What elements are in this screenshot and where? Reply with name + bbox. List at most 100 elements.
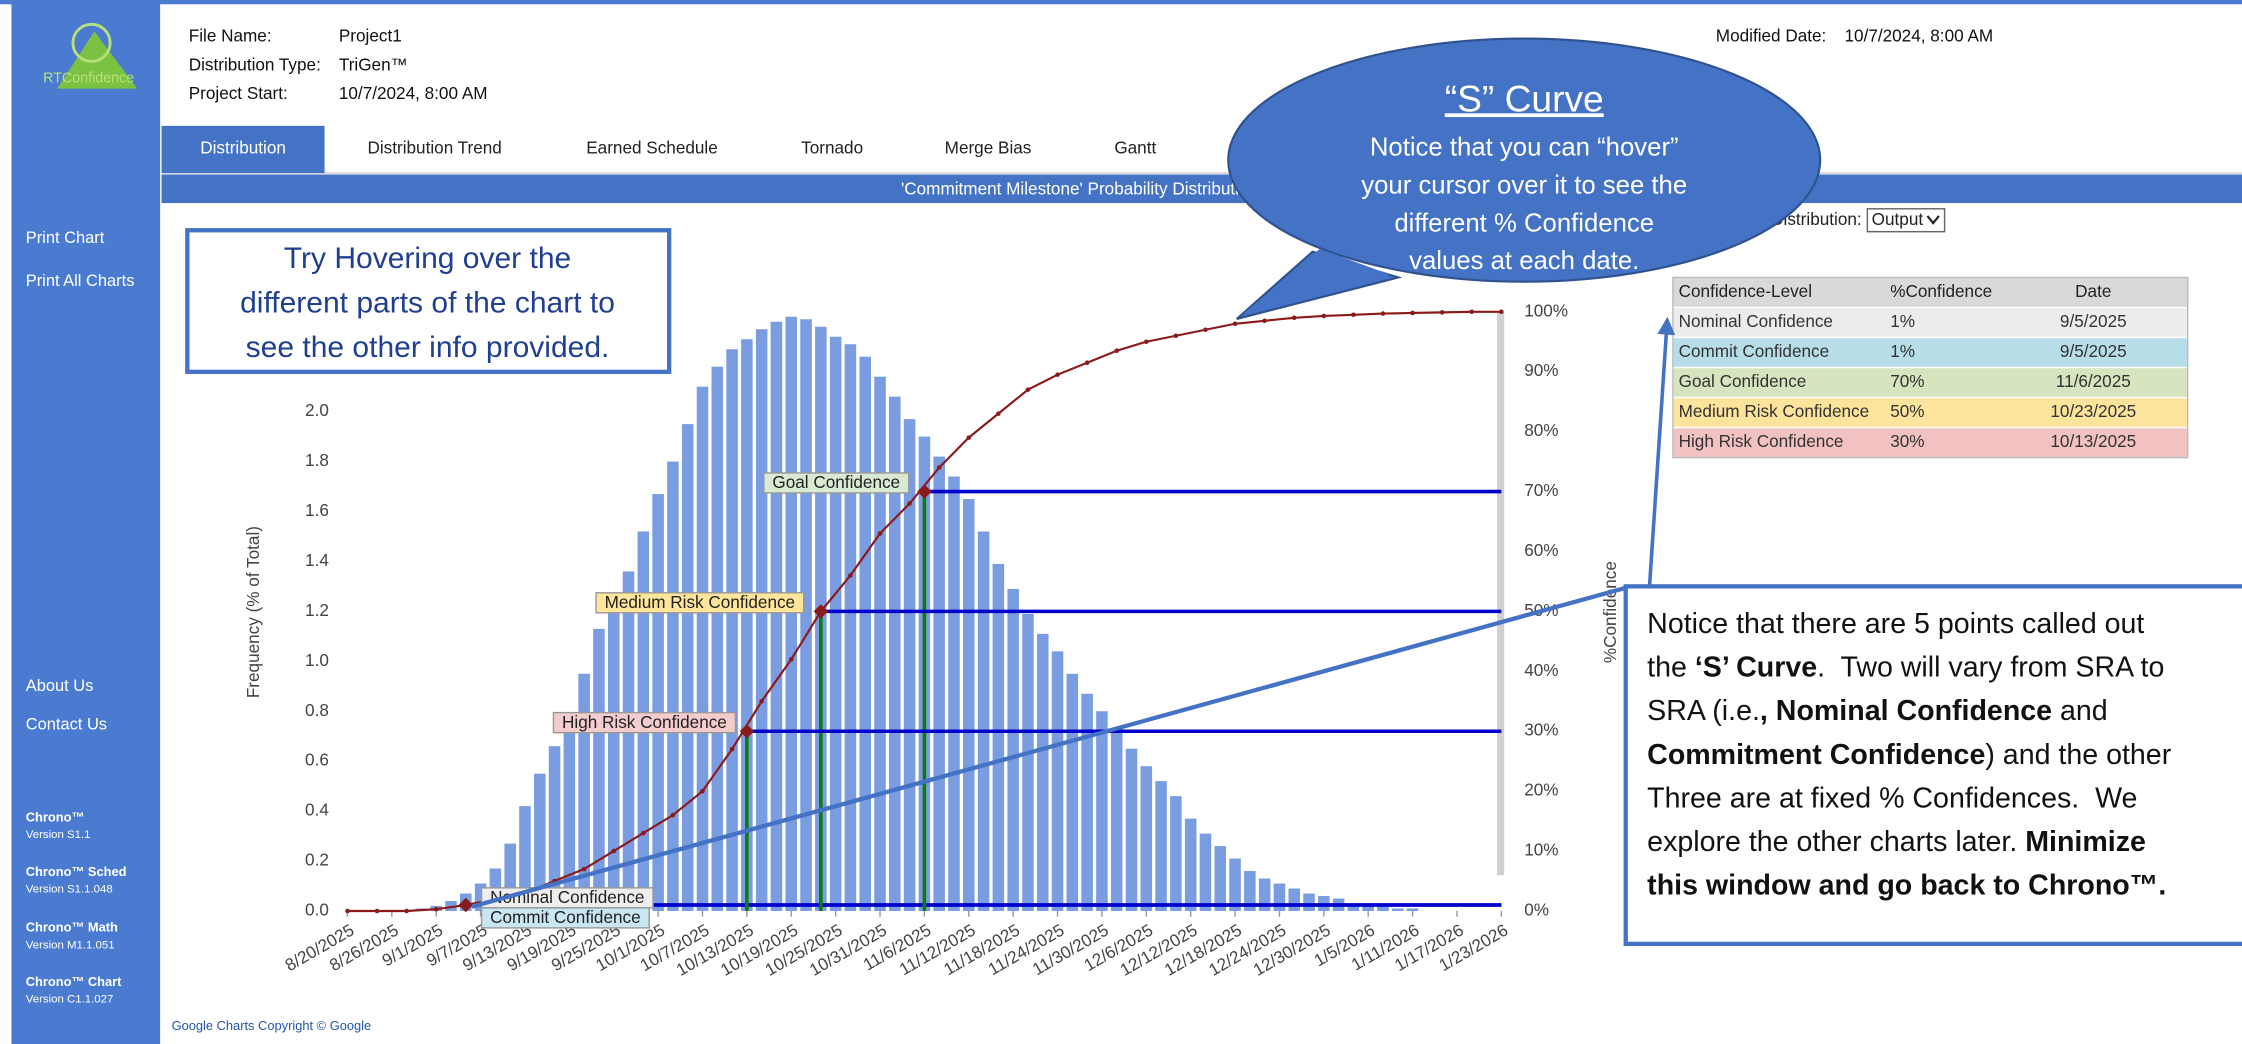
s-curve-dot[interactable] — [1262, 318, 1267, 324]
s-curve-dot[interactable] — [1055, 372, 1060, 377]
table-cell: 10/23/2025 — [2050, 401, 2136, 421]
points-callout-segment: . Two will vary from SRA to — [1817, 651, 2164, 683]
s-curve-dot[interactable] — [1203, 327, 1208, 333]
points-callout-segment: SRA (i.e. — [1647, 695, 1760, 727]
s-curve-dot[interactable] — [1232, 321, 1238, 327]
bar — [1199, 833, 1212, 911]
bar — [977, 531, 990, 911]
tab[interactable]: Gantt — [1114, 137, 1156, 157]
tab[interactable]: Earned Schedule — [586, 137, 718, 157]
select-box[interactable] — [1866, 208, 1946, 233]
bar — [1258, 878, 1271, 911]
s-curve-dot[interactable] — [1084, 360, 1090, 365]
s-curve-dot[interactable] — [1025, 387, 1031, 392]
select-label: Distribution: — [1771, 209, 1861, 229]
s-curve-dot[interactable] — [1144, 339, 1149, 345]
field-label: Modified Date: — [1716, 26, 1827, 46]
y-tick-label: 0.6 — [305, 750, 329, 770]
active-tab — [161, 125, 325, 174]
tab[interactable]: Distribution Trend — [368, 137, 502, 157]
points-callout-segment: , Nominal Confidence — [1760, 695, 2052, 727]
hover-callout — [185, 228, 672, 374]
s-curve-dot[interactable] — [345, 908, 350, 914]
s-curve-dot[interactable] — [848, 573, 853, 578]
sidebar-link[interactable]: Contact Us — [26, 715, 107, 733]
sidebar-link[interactable]: Print All Charts — [26, 272, 135, 290]
s-curve-dot[interactable] — [966, 435, 972, 440]
s-curve-dot[interactable] — [1291, 315, 1297, 321]
table-cell: Medium Risk Confidence — [1679, 401, 1870, 421]
product-name: Chrono™ Sched — [26, 864, 127, 879]
s-curve-dot[interactable] — [611, 848, 617, 854]
y-tick-label: 1.6 — [305, 500, 329, 520]
s-curve-dot[interactable] — [1410, 310, 1415, 316]
tab[interactable]: Merge Bias — [945, 137, 1032, 157]
s-curve-dot[interactable] — [404, 908, 409, 914]
s-curve-dot[interactable] — [788, 657, 794, 662]
bar — [1081, 693, 1093, 911]
table-cell: Nominal Confidence — [1679, 311, 1833, 331]
s-curve-dot[interactable] — [1321, 313, 1327, 319]
s-curve-dot[interactable] — [670, 812, 676, 818]
point-marker[interactable] — [917, 484, 932, 499]
point-marker[interactable] — [458, 897, 473, 913]
points-callout-segment: Minimize — [2025, 826, 2146, 858]
points-callout-line: Three are at fixed % Confidences. We — [1647, 782, 2137, 814]
product-name: Chrono™ Chart — [26, 974, 122, 989]
sidebar-link[interactable]: About Us — [26, 677, 94, 695]
bar — [755, 329, 768, 911]
ellipse-pointer-cover — [1243, 248, 1390, 314]
points-callout-segment: explore the other charts later. — [1647, 826, 2025, 858]
bar — [1214, 846, 1227, 911]
s-curve-dot[interactable] — [433, 906, 439, 912]
bar — [622, 571, 635, 911]
s-curve-dot[interactable] — [700, 788, 705, 794]
points-callout-line: Commitment Confidence) and the other — [1647, 738, 2172, 770]
point-marker[interactable] — [739, 724, 755, 739]
s-curve-dot[interactable] — [1499, 309, 1504, 315]
tab[interactable]: Tornado — [801, 137, 863, 157]
s-curve-dot[interactable] — [1380, 311, 1386, 316]
bar — [992, 563, 1005, 911]
s-curve-dot[interactable] — [936, 465, 942, 470]
s-curve-dot[interactable] — [1439, 310, 1445, 315]
select-value: Output — [1872, 209, 1924, 229]
s-curve-dot[interactable] — [641, 830, 646, 836]
table-cell: 1% — [1890, 311, 1915, 331]
bar — [933, 456, 945, 911]
footer[interactable]: Google Charts Copyright © Google — [172, 1018, 372, 1033]
s-curve-dot[interactable] — [729, 746, 735, 752]
bar — [859, 356, 871, 911]
s-curve-dot[interactable] — [1351, 312, 1356, 318]
s-curve-dot[interactable] — [1173, 333, 1179, 339]
s-curve-dot[interactable] — [907, 501, 912, 506]
bar — [874, 376, 886, 911]
y-tick-label: 0.0 — [305, 900, 329, 920]
points-callout — [1623, 584, 2242, 947]
s-curve-dot[interactable] — [996, 411, 1001, 416]
s-curve-dot[interactable] — [581, 866, 587, 872]
bar — [1406, 908, 1419, 911]
s-curve-dot[interactable] — [877, 531, 883, 536]
s-curve-dot[interactable] — [1469, 309, 1475, 315]
sidebar-link[interactable]: Print Chart — [26, 229, 105, 247]
table-cell: Commit Confidence — [1679, 341, 1830, 361]
point-label-box — [595, 592, 805, 614]
s-curve-dot[interactable] — [759, 698, 764, 704]
point-label-box — [480, 907, 650, 929]
table-cell: 50% — [1890, 401, 1924, 421]
bar — [1184, 818, 1197, 911]
tab[interactable]: Distribution — [200, 137, 286, 157]
s-curve-text: values at each date. — [1409, 247, 1639, 275]
y2-tick-label: 20% — [1524, 780, 1558, 800]
y2-tick-label: 70% — [1524, 480, 1558, 500]
s-curve-dot[interactable] — [1114, 348, 1119, 354]
bar — [504, 843, 516, 911]
point-marker[interactable] — [813, 604, 828, 619]
bar — [903, 419, 916, 911]
product-version: Version C1.1.027 — [26, 994, 114, 1006]
s-curve-dot[interactable] — [374, 908, 380, 914]
banner — [161, 174, 2242, 204]
bar — [844, 344, 857, 911]
bar — [1155, 781, 1167, 911]
